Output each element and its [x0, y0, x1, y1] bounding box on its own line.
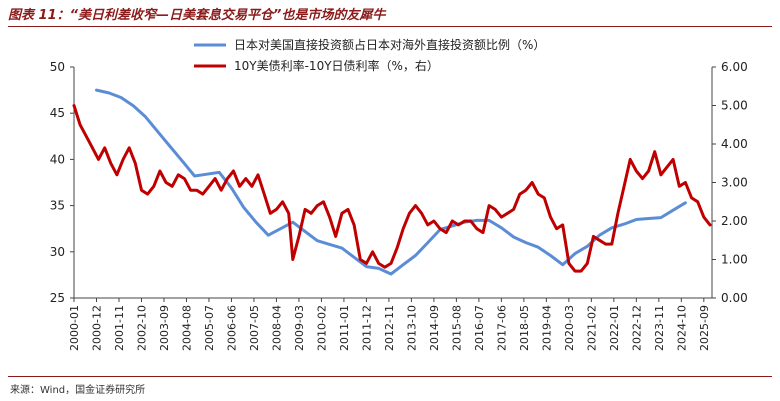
y-left-tick-label: 30 — [50, 245, 65, 259]
x-tick-label: 2009-03 — [293, 305, 306, 351]
chart-series-layer — [72, 88, 712, 276]
y-left-tick-label: 50 — [50, 60, 65, 74]
x-tick-label: 2022-12 — [630, 305, 643, 351]
y-right-tick-label: 2.00 — [721, 214, 748, 228]
y-right-tick-label: 6.00 — [721, 60, 748, 74]
x-tick-label: 2011-01 — [338, 305, 351, 351]
x-tick-label: 2002-10 — [135, 305, 148, 351]
x-tick-label: 2025-09 — [698, 305, 711, 351]
x-tick-label: 2000-12 — [90, 305, 103, 351]
x-tick-label: 2000-01 — [68, 305, 81, 351]
x-tick-label: 2006-06 — [225, 305, 238, 351]
x-tick-label: 2023-11 — [653, 305, 666, 351]
y-right-tick-label: 0.00 — [721, 291, 748, 305]
x-tick-label: 2020-03 — [563, 305, 576, 351]
series-line-investment-share — [95, 88, 687, 276]
legend-label: 10Y美债利率-10Y日债利率（%，右） — [234, 58, 439, 73]
x-tick-label: 2011-12 — [360, 305, 373, 351]
title-rule — [8, 26, 772, 27]
x-tick-label: 2014-09 — [428, 305, 441, 351]
x-tick-label: 2001-11 — [113, 305, 126, 351]
source-note: 来源：Wind，国金证券研究所 — [10, 385, 146, 396]
x-tick-label: 2024-10 — [675, 305, 688, 351]
x-tick-label: 2007-05 — [248, 305, 261, 351]
chart-axes: 25 30 35 40 45 50 0.00 1.00 2.00 3.00 4.00 5.00 6.00… — [50, 60, 748, 351]
x-tick-label: 2008-04 — [270, 305, 283, 351]
x-tick-label: 2005-07 — [203, 305, 216, 351]
y-left-tick-label: 35 — [50, 199, 65, 213]
source-rule — [8, 376, 772, 377]
y-right-tick-label: 1.00 — [721, 253, 748, 267]
x-tick-label: 2013-10 — [405, 305, 418, 351]
y-left-tick-label: 40 — [50, 152, 65, 166]
y-right-tick-label: 5.00 — [721, 99, 748, 113]
series-line-yield-spread — [72, 104, 712, 273]
x-tick-label: 2021-02 — [585, 305, 598, 351]
chart-legend: 日本对美国直接投资额占日本对海外直接投资额比例（%） 10Y美债利率-10Y日债利… — [194, 37, 545, 73]
y-left-tick-label: 25 — [50, 291, 65, 305]
x-tick-label: 2010-02 — [315, 305, 328, 351]
x-tick-label: 2012-11 — [383, 305, 396, 351]
figure-title: 图表 11：“美日利差收窄—日美套息交易平仓”也是市场的友犀牛 — [8, 8, 386, 23]
x-tick-label: 2018-05 — [518, 305, 531, 351]
x-tick-label: 2003-09 — [158, 305, 171, 351]
y-right-tick-label: 3.00 — [721, 176, 748, 190]
x-tick-label: 2015-08 — [450, 305, 463, 351]
x-tick-label: 2022-01 — [608, 305, 621, 351]
legend-label: 日本对美国直接投资额占日本对海外直接投资额比例（%） — [234, 37, 545, 52]
x-tick-label: 2017-06 — [495, 305, 508, 351]
y-right-tick-label: 4.00 — [721, 137, 748, 151]
x-tick-label: 2016-07 — [473, 305, 486, 351]
y-left-tick-label: 45 — [50, 106, 65, 120]
x-tick-label: 2019-04 — [540, 305, 553, 351]
x-tick-label: 2004-08 — [180, 305, 193, 351]
